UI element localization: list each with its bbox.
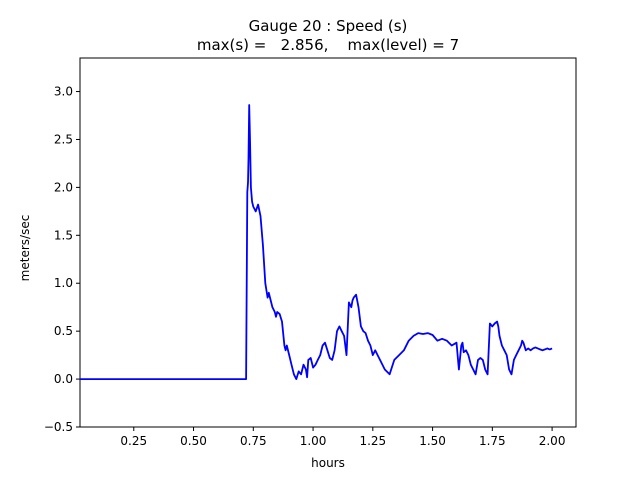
y-tick-label: 2.5: [54, 132, 73, 146]
x-tick-label: 1.00: [300, 434, 327, 448]
x-axis: 0.25 0.50 0.75 1.00 1.25 1.50 1.75 2.00: [120, 427, 565, 448]
x-axis-label: hours: [311, 456, 345, 470]
x-tick-label: 1.75: [479, 434, 506, 448]
plot-frame: [79, 57, 577, 428]
y-tick-label: 0.0: [54, 372, 73, 386]
x-tick-label: 0.75: [240, 434, 267, 448]
y-axis: −0.5 0.0 0.5 1.0 1.5 2.0 2.5 3.0: [44, 85, 80, 434]
x-tick-label: 2.00: [539, 434, 566, 448]
chart-title: Gauge 20 : Speed (s): [249, 17, 408, 35]
y-tick-label: 2.0: [54, 180, 73, 194]
x-tick-label: 0.25: [120, 434, 147, 448]
plot-area: [79, 57, 577, 428]
series-line: [80, 104, 553, 380]
y-tick-label: −0.5: [44, 420, 73, 434]
y-tick-label: 1.5: [54, 228, 73, 242]
y-tick-label: 1.0: [54, 276, 73, 290]
y-axis-label: meters/sec: [18, 215, 32, 282]
y-tick-label: 0.5: [54, 324, 73, 338]
x-tick-label: 0.50: [180, 434, 207, 448]
chart-subtitle: max(s) = 2.856, max(level) = 7: [197, 36, 459, 54]
x-tick-label: 1.25: [359, 434, 386, 448]
y-tick-label: 3.0: [54, 85, 73, 99]
x-tick-label: 1.50: [419, 434, 446, 448]
